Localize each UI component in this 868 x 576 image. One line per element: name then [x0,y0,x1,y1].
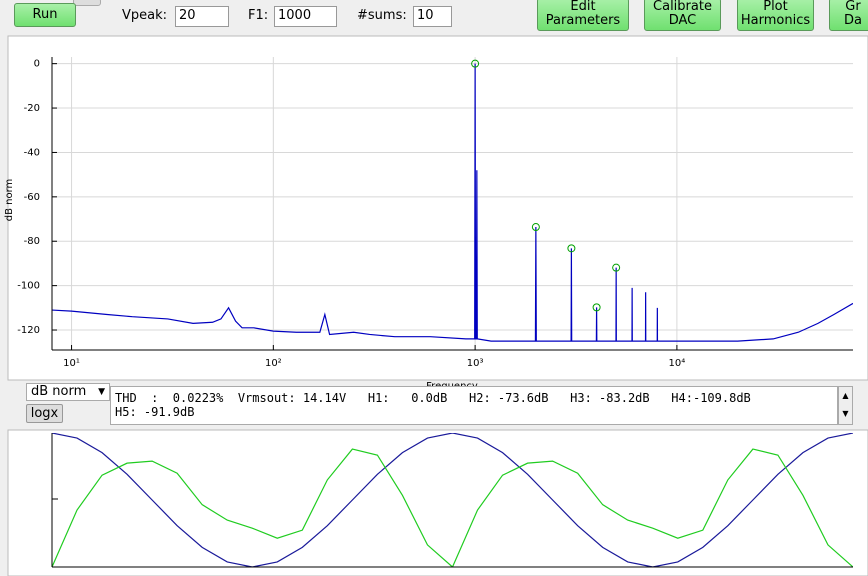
harmonic-marker [592,303,601,312]
partial-button[interactable] [73,0,101,6]
y-axis-label: dB norm [4,179,15,222]
f1-input[interactable]: 1000 [274,6,337,27]
toolbar-button[interactable]: Calibrate DAC [644,0,721,31]
results-line: THD : 0.0223% Vrmsout: 14.14V H1: 0.0dB … [115,391,751,405]
x-tick-label: 10¹ [63,358,80,369]
waveform-panel [7,429,868,576]
x-tick-label: 10³ [467,358,484,369]
harmonic-marker [471,59,480,68]
harmonic-marker [531,223,540,232]
button-text: Plot [763,0,788,14]
button-text: Da [844,13,862,28]
y-tick-label: -60 [24,192,40,203]
plot-area [52,63,853,342]
toolbar-button[interactable]: Plot Harmonics [737,0,814,31]
scale-select[interactable]: dB norm ▼ [26,383,110,401]
button-text: Parameters [545,13,621,28]
x-tick-label: 10⁴ [669,358,686,369]
results-line: H5: -91.9dB [115,405,195,419]
vpeak-input[interactable]: 20 [175,6,229,27]
run-button[interactable]: Run [14,3,76,27]
button-text: Edit [570,0,596,14]
y-tick-label: -100 [17,281,40,292]
y-tick-label: -20 [24,103,40,114]
data-line [52,448,853,567]
harmonic-marker [612,263,621,272]
sums-input[interactable]: 10 [413,6,452,27]
toolbar-button[interactable]: Edit Parameters [537,0,629,31]
data-line [52,433,853,567]
button-text: Harmonics [740,13,811,28]
button-text: DAC [668,13,697,28]
y-tick-label: -80 [24,236,40,247]
results-box: THD : 0.0223% Vrmsout: 14.14V H1: 0.0dB … [110,386,838,425]
spectrum-panel [7,35,868,381]
data-line [52,63,853,342]
y-tick-label: 0 [34,59,40,70]
y-tick-label: -40 [24,147,40,158]
sums-label: #sums: [357,8,407,23]
f1-label: F1: [248,8,269,23]
button-text: Gr [845,0,861,14]
scale-select-text: dB norm [31,384,87,399]
dropdown-arrow: ▼ [98,387,105,397]
logx-button[interactable]: logx [26,404,63,423]
scrollbar[interactable]: ▲ ▼ [838,386,853,425]
y-tick-label: -120 [17,325,40,336]
toolbar-button[interactable]: Gr Da [829,0,868,31]
x-tick-label: 10² [265,358,282,369]
vpeak-label: Vpeak: [122,8,168,23]
plot-area [52,433,853,567]
button-text: Calibrate [653,0,712,14]
harmonic-marker [567,244,576,253]
